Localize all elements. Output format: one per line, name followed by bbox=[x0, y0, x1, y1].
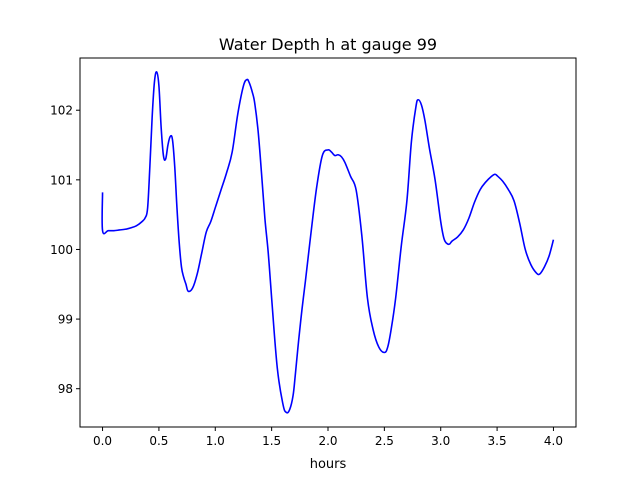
x-tick-label: 1.0 bbox=[206, 434, 225, 448]
y-axis: 98 99 100 101 102 bbox=[50, 104, 80, 396]
y-tick-label: 102 bbox=[50, 104, 73, 118]
x-tick-label: 2.5 bbox=[375, 434, 394, 448]
y-tick-label: 98 bbox=[58, 382, 73, 396]
series-line bbox=[101, 71, 555, 414]
plot-area: 0.0 0.5 1.0 1.5 2.0 2.5 3.0 3.5 4.0 98 99 100 101 10… bbox=[50, 57, 577, 448]
x-tick-label: 0.5 bbox=[149, 434, 168, 448]
y-tick-label: 101 bbox=[50, 173, 73, 187]
x-tick-label: 4.0 bbox=[544, 434, 563, 448]
x-axis: 0.0 0.5 1.0 1.5 2.0 2.5 3.0 3.5 4.0 bbox=[93, 427, 563, 448]
x-tick-label: 3.5 bbox=[488, 434, 507, 448]
x-tick-label: 2.0 bbox=[318, 434, 337, 448]
x-tick-label: 3.0 bbox=[431, 434, 450, 448]
chart-title: Water Depth h at gauge 99 bbox=[219, 35, 437, 54]
x-axis-label: hours bbox=[310, 457, 347, 472]
y-tick-label: 100 bbox=[50, 243, 73, 257]
series-layer bbox=[101, 71, 555, 414]
x-tick-label: 1.5 bbox=[262, 434, 281, 448]
x-tick-label: 0.0 bbox=[93, 434, 112, 448]
plot-frame bbox=[79, 57, 577, 428]
y-tick-label: 99 bbox=[58, 313, 73, 327]
